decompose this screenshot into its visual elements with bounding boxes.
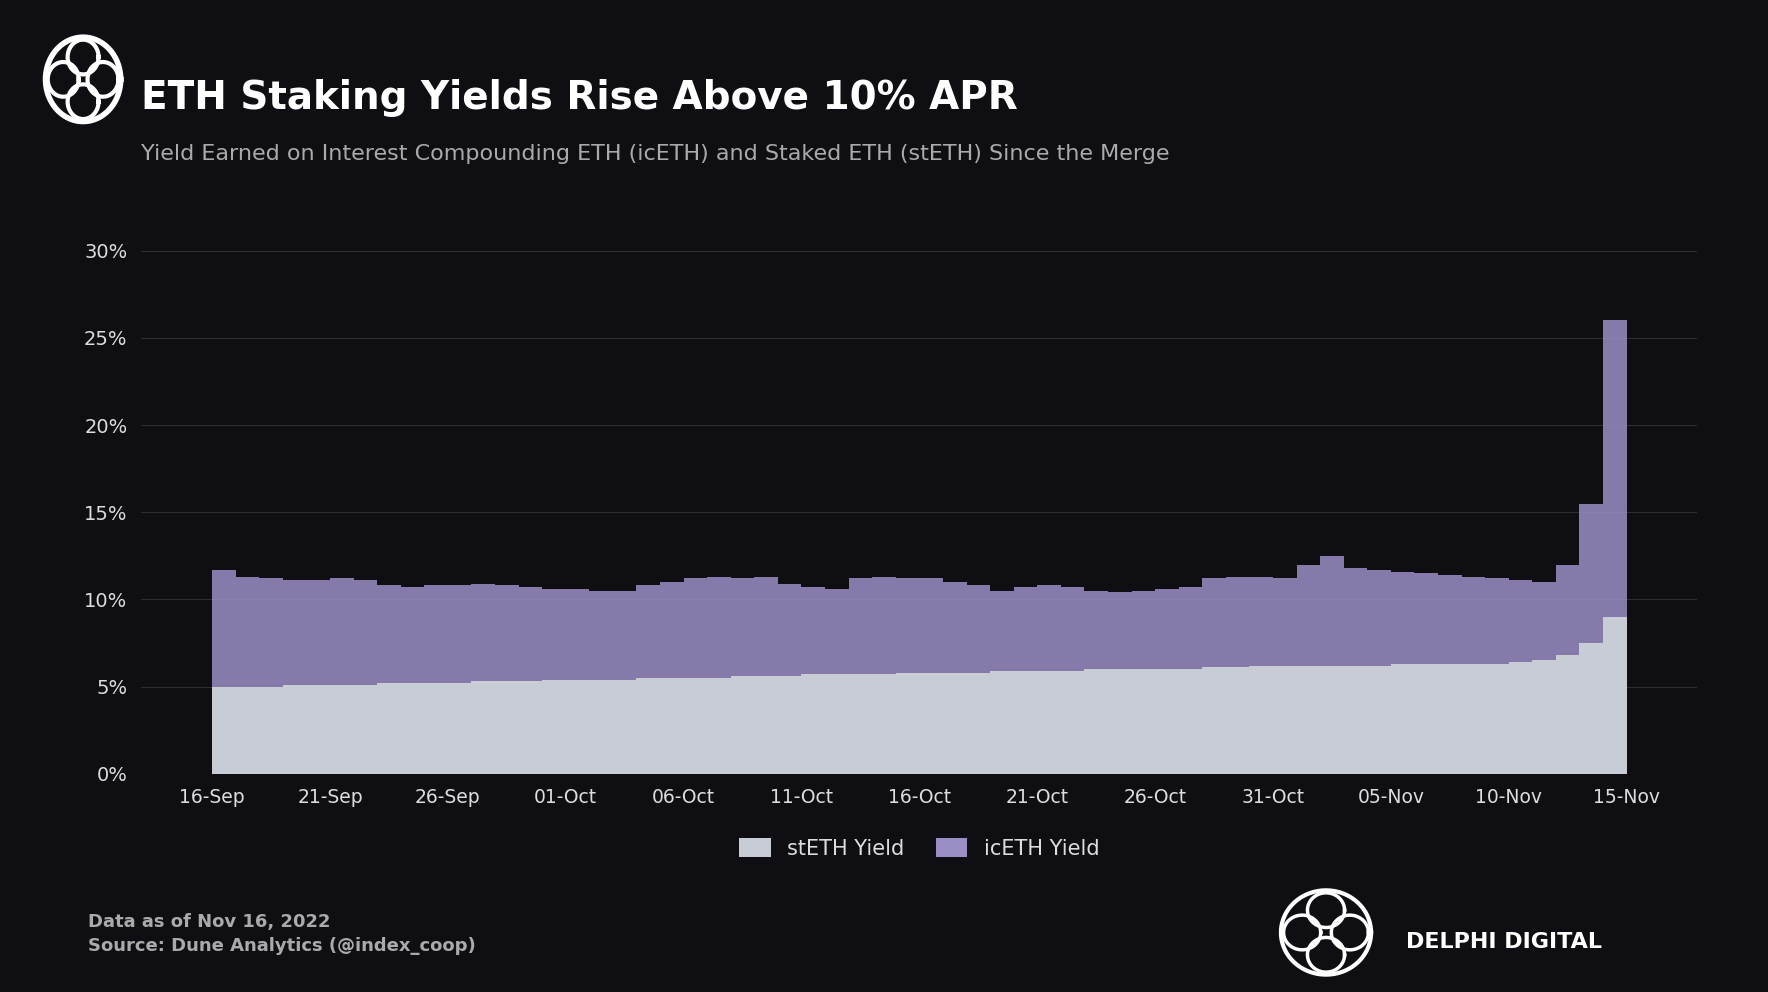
Text: Source: Dune Analytics (@index_coop): Source: Dune Analytics (@index_coop) <box>88 937 476 955</box>
Text: DELPHI DIGITAL: DELPHI DIGITAL <box>1406 932 1602 952</box>
Text: ETH Staking Yields Rise Above 10% APR: ETH Staking Yields Rise Above 10% APR <box>141 79 1018 117</box>
Text: Yield Earned on Interest Compounding ETH (icETH) and Staked ETH (stETH) Since th: Yield Earned on Interest Compounding ETH… <box>141 144 1170 164</box>
Legend: stETH Yield, icETH Yield: stETH Yield, icETH Yield <box>730 829 1109 867</box>
Text: Data as of Nov 16, 2022: Data as of Nov 16, 2022 <box>88 913 331 930</box>
